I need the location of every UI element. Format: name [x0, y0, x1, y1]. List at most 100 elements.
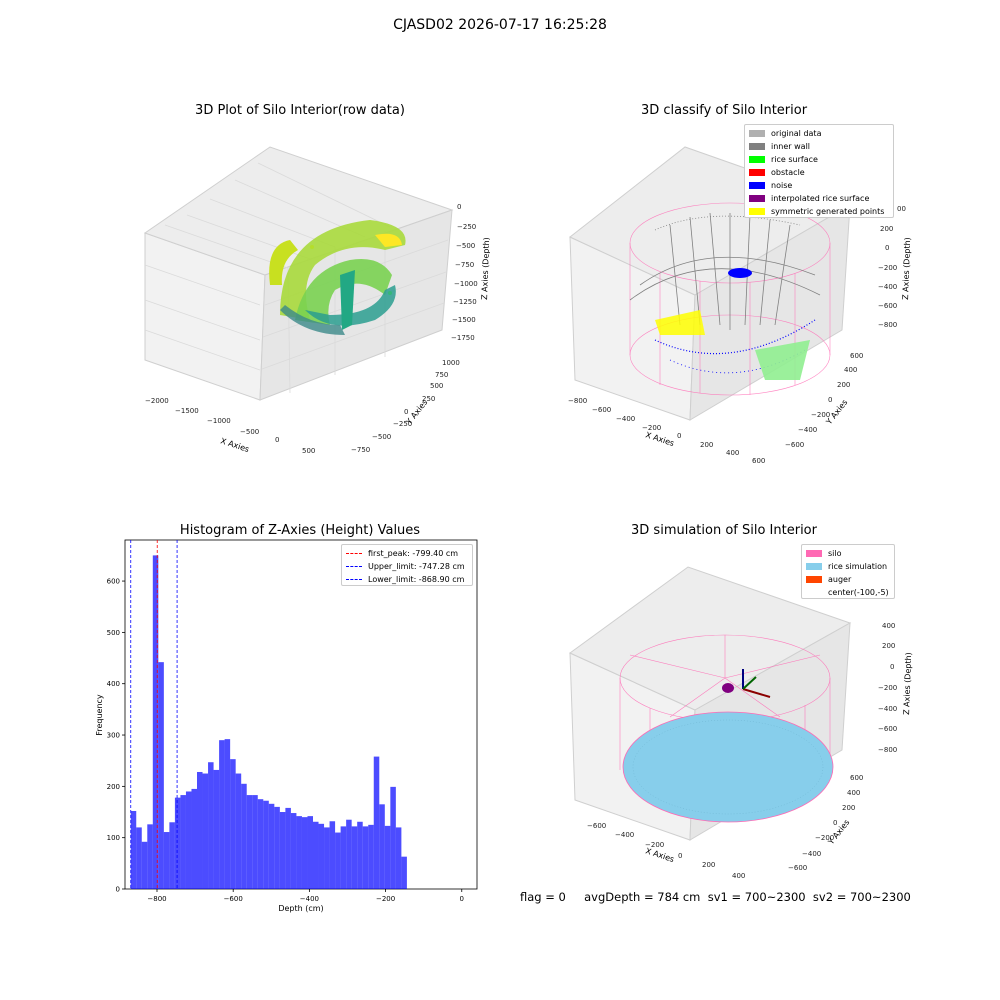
- rice-surface-points: [755, 340, 810, 380]
- histogram-legend-swatch: [346, 553, 362, 554]
- svg-text:−800: −800: [568, 397, 587, 405]
- histogram-bar: [379, 804, 385, 889]
- classify-legend-label: symmetric generated points: [771, 207, 885, 216]
- histogram-bar: [235, 773, 242, 889]
- viridis-point-cloud: [269, 220, 406, 335]
- classify-legend-label: original data: [771, 129, 822, 138]
- classify-legend-item: noise: [749, 179, 893, 192]
- svg-text:−1000: −1000: [207, 417, 231, 425]
- histogram-bar: [213, 769, 220, 889]
- simulation-z-ticks: 400 200 0 −200 −400 −600 −800: [878, 622, 897, 754]
- x-tick-label: −200: [376, 895, 395, 903]
- figure-suptitle: CJASD02 2026-07-17 16:25:28: [393, 17, 607, 33]
- svg-text:600: 600: [850, 352, 863, 360]
- classify-legend-swatch: [749, 169, 765, 176]
- histogram-bar: [230, 759, 236, 889]
- histogram-bar: [191, 788, 197, 889]
- histogram-bar: [329, 821, 336, 889]
- panel4-title: 3D simulation of Silo Interior: [631, 523, 817, 538]
- svg-text:−800: −800: [878, 321, 897, 329]
- classify-y-ticks: −600 −400 −200 0 200 400 600: [785, 352, 863, 449]
- rice-simulation-mesh: [632, 719, 824, 815]
- auger-marker: [722, 669, 771, 698]
- svg-text:200: 200: [842, 804, 855, 812]
- histogram-legend-item: Lower_limit: -868.90 cm: [346, 573, 472, 586]
- histogram-legend-item: Upper_limit: -747.28 cm: [346, 560, 472, 573]
- y-tick-label: 200: [107, 783, 120, 791]
- raw-z-ticks: 0 −250 −500 −750 −1000 −1250 −1500 −1750: [451, 203, 478, 342]
- raw-x-ticks: −2000 −1500 −1000 −500 0 500: [145, 397, 315, 455]
- classify-legend-swatch: [749, 156, 765, 163]
- svg-text:−500: −500: [240, 428, 259, 436]
- simulation-legend-item: rice simulation: [806, 560, 894, 573]
- svg-text:−600: −600: [878, 725, 897, 733]
- classify-legend-label: interpolated rice surface: [771, 194, 870, 203]
- svg-text:0: 0: [677, 432, 681, 440]
- svg-text:0: 0: [833, 819, 837, 827]
- svg-text:200: 200: [880, 225, 893, 233]
- histogram-bar: [296, 816, 302, 889]
- simulation-legend-label: auger: [828, 575, 852, 584]
- classify-legend-label: inner wall: [771, 142, 811, 151]
- svg-text:1000: 1000: [442, 359, 460, 367]
- svg-text:−1500: −1500: [452, 316, 476, 324]
- axes-box: [143, 146, 454, 401]
- symmetric-points: [655, 310, 705, 335]
- svg-text:200: 200: [837, 381, 850, 389]
- rice-simulation-surface: [622, 711, 834, 823]
- x-tick-label: −600: [224, 895, 243, 903]
- histogram-bar: [163, 832, 170, 889]
- classify-legend: original data inner wall rice surface obsta…: [744, 124, 894, 218]
- histogram-bar: [324, 827, 330, 889]
- classify-legend-swatch: [749, 143, 765, 150]
- svg-text:400: 400: [882, 622, 895, 630]
- svg-text:−800: −800: [878, 746, 897, 754]
- histogram-legend-label: Lower_limit: -868.90 cm: [368, 575, 465, 584]
- histogram-bar: [373, 756, 380, 889]
- x-tick-label: −400: [300, 895, 319, 903]
- raw-z-label: Z Axies (Depth): [480, 237, 490, 300]
- svg-text:−2000: −2000: [145, 397, 169, 405]
- svg-text:−400: −400: [615, 831, 634, 839]
- svg-text:−200: −200: [642, 424, 661, 432]
- histogram-chart: −800 −600 −400 −200 0 0 100 200 300 400 500 600 De…: [95, 539, 478, 913]
- simulation-legend-swatch: [806, 589, 822, 596]
- histogram-bar: [390, 786, 396, 889]
- raw-x-label: X Axies: [219, 436, 250, 454]
- svg-text:400: 400: [847, 789, 860, 797]
- svg-text:−500: −500: [456, 242, 475, 250]
- simulation-y-ticks: −600 −400 −200 0 200 400 600: [788, 774, 863, 872]
- svg-text:−200: −200: [645, 841, 664, 849]
- histogram-bar: [147, 824, 153, 889]
- histogram-bar: [357, 821, 363, 889]
- histogram-legend-swatch: [346, 566, 362, 567]
- y-tick-label: 0: [116, 886, 120, 894]
- raw-y-ticks: −750 −500 −250 0 250 500 750 1000: [351, 359, 460, 454]
- svg-text:−400: −400: [616, 415, 635, 423]
- svg-text:200: 200: [702, 861, 715, 869]
- simulation-legend-swatch: [806, 563, 822, 570]
- svg-text:−200: −200: [878, 264, 897, 272]
- histogram-bar: [340, 826, 347, 889]
- classify-legend-swatch: [749, 182, 765, 189]
- svg-text:−600: −600: [788, 864, 807, 872]
- classify-legend-label: obstacle: [771, 168, 805, 177]
- classify-legend-item: rice surface: [749, 153, 893, 166]
- histogram-bar: [224, 739, 231, 889]
- classify-legend-label: rice surface: [771, 155, 818, 164]
- histogram-x-ticks: −800 −600 −400 −200 0: [147, 889, 464, 903]
- svg-text:−200: −200: [815, 834, 834, 842]
- simulation-legend: silo rice simulation auger center(-100,-5): [801, 544, 895, 599]
- svg-text:−600: −600: [785, 441, 804, 449]
- svg-text:−400: −400: [878, 705, 897, 713]
- classify-3d-plot: −800 −600 −400 −200 0 200 400 600 X Axie…: [568, 146, 912, 465]
- classify-legend-item: original data: [749, 127, 893, 140]
- classify-legend-item: interpolated rice surface: [749, 192, 893, 205]
- classify-legend-item: obstacle: [749, 166, 893, 179]
- histogram-x-label: Depth (cm): [278, 904, 323, 913]
- svg-text:−600: −600: [592, 406, 611, 414]
- histogram-legend-label: first_peak: -799.40 cm: [368, 549, 459, 558]
- simulation-legend-item: auger: [806, 573, 894, 586]
- simulation-x-ticks: −600 −400 −200 0 200 400: [587, 822, 745, 880]
- svg-text:−400: −400: [798, 426, 817, 434]
